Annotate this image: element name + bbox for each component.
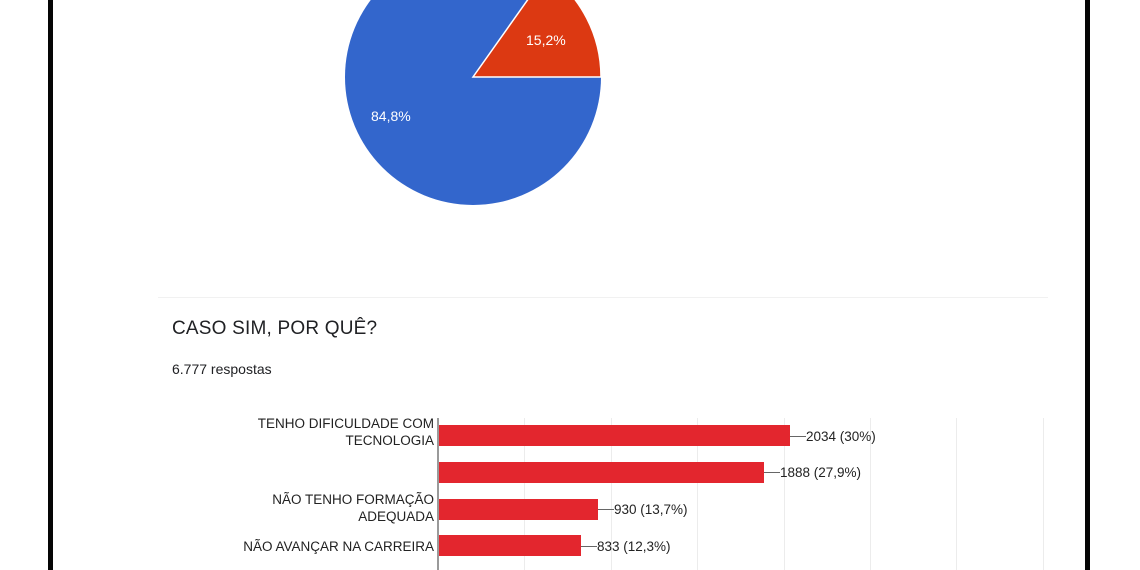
category-line: NÃO AVANÇAR NA CARREIRA bbox=[243, 539, 434, 554]
bar-formacao[interactable] bbox=[439, 499, 598, 520]
question-title: CASO SIM, POR QUÊ? bbox=[172, 318, 378, 339]
gridline bbox=[524, 418, 525, 570]
response-count: 6.777 respostas bbox=[172, 361, 272, 377]
gridline bbox=[784, 418, 785, 570]
bar-value-label: 2034 (30%) bbox=[806, 429, 876, 444]
value-leader bbox=[764, 472, 780, 473]
pie-label-blue: 84,8% bbox=[371, 108, 411, 124]
bar-category-label: TENHO DIFICULDADE COM TECNOLOGIA bbox=[258, 415, 434, 449]
gridline bbox=[611, 418, 612, 570]
pie-chart: 15,2% 84,8% bbox=[344, 0, 602, 206]
value-leader bbox=[581, 546, 597, 547]
pie-label-red: 15,2% bbox=[526, 32, 566, 48]
category-line: TECNOLOGIA bbox=[345, 433, 434, 448]
bar-tecnologia[interactable] bbox=[439, 425, 790, 446]
section-divider bbox=[158, 297, 1048, 298]
bar-carreira[interactable] bbox=[439, 535, 581, 556]
bar-second[interactable] bbox=[439, 462, 764, 483]
gridline bbox=[697, 418, 698, 570]
frame-border-left bbox=[48, 0, 53, 570]
bar-category-label: NÃO AVANÇAR NA CARREIRA bbox=[243, 538, 434, 555]
category-line: ADEQUADA bbox=[358, 509, 434, 524]
gridline bbox=[1043, 418, 1044, 570]
gridline bbox=[956, 418, 957, 570]
category-line: NÃO TENHO FORMAÇÃO bbox=[272, 492, 434, 507]
frame-border-right bbox=[1085, 0, 1090, 570]
bar-category-label: NÃO TENHO FORMAÇÃO ADEQUADA bbox=[272, 491, 434, 525]
value-leader bbox=[598, 509, 614, 510]
category-line: TENHO DIFICULDADE COM bbox=[257, 416, 434, 431]
value-leader bbox=[790, 436, 806, 437]
pie-svg bbox=[345, 0, 602, 205]
bar-value-label: 1888 (27,9%) bbox=[780, 465, 862, 480]
y-axis-line bbox=[437, 418, 439, 570]
bar-value-label: 833 (12,3%) bbox=[597, 539, 671, 554]
bar-value-label: 930 (13,7%) bbox=[614, 502, 688, 517]
gridline bbox=[870, 418, 871, 570]
pie-slice-red[interactable] bbox=[471, 0, 602, 78]
